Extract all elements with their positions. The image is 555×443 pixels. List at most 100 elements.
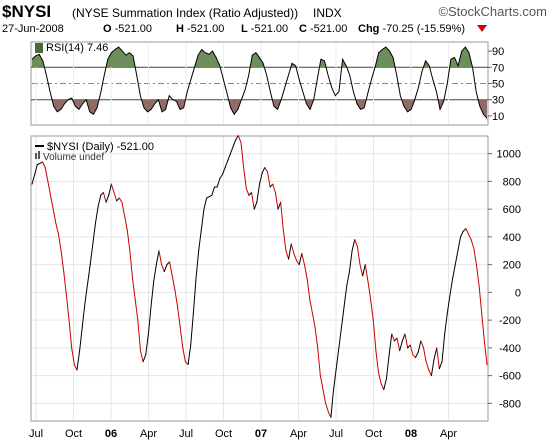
price-segment-up [100,191,104,196]
price-segment-down [266,171,271,188]
price-segment-down [47,180,52,196]
price-tick-label: 0 [515,287,521,299]
price-segment-down [465,228,469,235]
price-segment-down [174,289,178,307]
x-tick-label: Oct [365,428,382,440]
price-segment-up [116,197,120,202]
price-segment-up [362,264,366,277]
open-label: O [103,23,112,35]
price-segment-up [142,354,147,363]
price-legend-text: $NYSI (Daily) -521.00 [47,141,154,153]
price-segment-up [462,228,467,232]
price-segment-up [235,135,239,141]
rsi-legend: RSI(14) 7.46 [35,42,108,54]
x-tick-label: Apr [440,428,457,440]
price-segment-up [383,377,387,390]
volume-legend-bar-1 [35,153,37,159]
price-segment-down [245,187,250,196]
price-segment-down [325,402,329,413]
rsi-overbought-fill [250,52,265,68]
price-segment-down [367,280,372,300]
price-segment-down [280,201,284,231]
price-segment-up [298,253,303,266]
rsi-tick-label: 70 [492,62,504,74]
price-segment-down [176,305,181,328]
price-segment-up [346,271,350,286]
rsi-oversold-fill [52,99,69,112]
rsi-overbought-fill [32,54,45,68]
price-segment-down [475,264,480,286]
price-segment-up [94,205,99,224]
price-segment-up [147,305,152,335]
price-segment-down [161,264,165,273]
price-segment-up [288,243,292,260]
price-segment-down [129,250,134,279]
price-y-axis: 1000 800 600 400 200 0 -200 -400 -600 -800 [488,149,521,410]
price-segment-up [438,361,443,370]
price-segment-down [102,191,107,203]
price-segment-down [359,264,364,277]
price-segment-up [81,302,86,328]
close-value: -521.00 [310,23,348,35]
price-segment-up [393,337,398,342]
price-segment-up [163,264,168,273]
price-tick-label: 1000 [497,149,521,161]
price-segment-down [423,347,427,363]
price-segment-up [248,191,253,196]
price-segment-down [370,298,374,321]
price-segment-down [272,183,276,193]
rsi-oversold-fill [305,99,314,110]
price-segment-up [417,340,422,353]
price-segment-down [282,229,287,252]
price-segment-down [169,261,173,277]
price-segment-down [391,333,395,342]
price-segment-down [65,294,70,321]
rsi-oversold-fill [355,99,367,110]
price-segment-down [327,411,332,418]
price-segment-down [44,167,49,182]
price-segment-up [454,250,459,266]
price-segment-down [274,191,279,210]
price-panel-frame [30,135,489,422]
price-segment-down [182,347,186,363]
price-segment-up [97,194,102,207]
price-segment-up [338,326,343,349]
price-segment-down [264,167,268,173]
price-tick-label: 200 [503,260,521,272]
price-tick-label: 400 [503,232,521,244]
price-segment-up [190,312,194,346]
price-segment-up [224,160,229,169]
price-segment-up [198,229,202,252]
price-segment-down [113,191,118,202]
price-segment-up [192,278,197,314]
price-segment-up [105,194,110,203]
x-tick-label: Jul [329,428,343,440]
price-segment-up [227,153,231,162]
chart-header: $NYSI (NYSE Summation Index (Ratio Adjus… [0,0,555,40]
rsi-oversold-fill [228,99,242,115]
exchange-label: INDX [313,6,342,20]
price-segment-down [481,312,485,342]
price-segment-down [243,167,247,189]
price-segment-up [399,340,403,352]
price-segment-up [441,333,446,363]
price-segment-up [108,183,112,196]
rsi-tick-label: 30 [492,95,504,107]
rsi-tick-label: 90 [492,46,504,58]
change-value: -70.25 (-15.59%) [382,23,465,35]
change-quote: Chg -70.25 (-15.59%) [358,23,465,35]
price-segment-up [31,173,36,185]
price-segment-down [409,344,414,356]
rsi-oversold-fill [438,99,444,110]
price-segment-down [55,222,59,235]
x-tick-label: 08 [405,428,417,440]
price-tick-label: -800 [499,398,521,410]
price-segment-down [436,347,440,370]
price-segment-up [333,368,337,390]
x-tick-label: Oct [65,428,82,440]
price-segment-down [470,239,475,249]
price-segment-up [232,139,237,148]
rsi-oversold-fill [272,99,282,110]
price-segment-up [407,344,411,349]
price-segment-down [420,340,425,349]
